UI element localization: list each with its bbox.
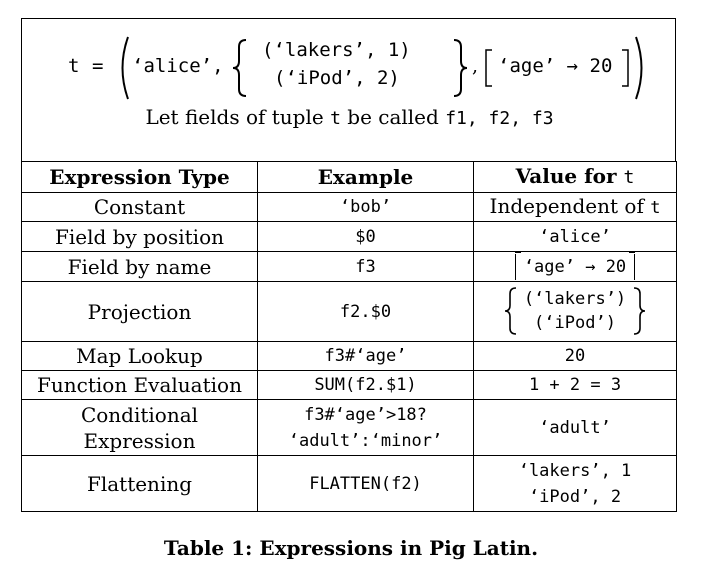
header-value-label: Value for	[516, 164, 624, 188]
bag-item-2: (‘iPod’, 2)	[274, 67, 400, 89]
row-value: ‘adult’	[474, 400, 677, 456]
row-type: Map Lookup	[22, 342, 258, 371]
close-bracket-icon	[620, 49, 630, 87]
close-paren-icon	[634, 35, 648, 101]
table-caption: Table 1: Expressions in Pig Latin.	[0, 536, 702, 560]
row-example: ‘bob’	[258, 193, 474, 222]
table-row: Projection f2.$0 (‘lakers’) (‘iPod’)	[22, 282, 677, 342]
row-value-var: t	[650, 198, 660, 218]
header-expression-type: Expression Type	[22, 162, 258, 193]
row-value: Independent of t	[474, 193, 677, 222]
header-value-var: t	[624, 167, 635, 188]
open-bracket-icon	[484, 49, 494, 87]
row-value-line: ‘iPod’, 2	[529, 487, 621, 507]
tuple-var: t	[68, 55, 79, 77]
tuple-expression: t = ‘alice’, (‘lakers’, 1) (‘iPod’, 2) ,…	[22, 35, 677, 101]
fields-note-fields: f1, f2, f3	[445, 108, 553, 129]
row-value: ‘age’ → 20	[474, 252, 677, 282]
expressions-table: Expression Type Example Value for t Cons…	[21, 161, 677, 512]
close-brace-icon	[452, 39, 468, 97]
map-entry: ‘age’ → 20	[498, 55, 612, 77]
table-row: Constant ‘bob’ Independent of t	[22, 193, 677, 222]
row-example: f2.$0	[258, 282, 474, 342]
row-value: (‘lakers’) (‘iPod’)	[474, 282, 677, 342]
row-type: Field by position	[22, 222, 258, 252]
row-type: Constant	[22, 193, 258, 222]
table-header-row: Expression Type Example Value for t	[22, 162, 677, 193]
row-type: Field by name	[22, 252, 258, 282]
fields-note: Let fields of tuple t be called f1, f2, …	[22, 105, 677, 129]
open-brace-icon	[232, 39, 248, 97]
header-example: Example	[258, 162, 474, 193]
row-example: FLATTEN(f2)	[258, 456, 474, 512]
row-example: $0	[258, 222, 474, 252]
row-example: f3#‘age’>18? ‘adult’:‘minor’	[258, 400, 474, 456]
row-example: SUM(f2.$1)	[258, 371, 474, 400]
row-value-line: ‘lakers’, 1	[519, 461, 632, 481]
row-value: ‘alice’	[474, 222, 677, 252]
table-row: Conditional Expression f3#‘age’>18? ‘adult…	[22, 400, 677, 456]
row-value: 1 + 2 = 3	[474, 371, 677, 400]
row-example: f3	[258, 252, 474, 282]
row-type-line: Expression	[84, 429, 196, 453]
table-row: Field by position $0 ‘alice’	[22, 222, 677, 252]
bag-item-1: (‘lakers’, 1)	[262, 39, 411, 61]
close-brace-icon	[632, 287, 646, 335]
open-paren-icon	[116, 35, 130, 101]
row-example-line: ‘adult’:‘minor’	[289, 431, 443, 451]
table-row: Function Evaluation SUM(f2.$1) 1 + 2 = 3	[22, 371, 677, 400]
row-type-line: Conditional	[81, 403, 198, 427]
bag-item: (‘iPod’)	[534, 313, 616, 333]
bag-item: (‘lakers’)	[524, 289, 626, 309]
tuple-name: ‘alice’,	[132, 55, 224, 77]
fields-note-var: t	[330, 108, 341, 129]
header-value: Value for t	[474, 162, 677, 193]
bag-value: (‘lakers’) (‘iPod’)	[504, 287, 646, 335]
row-type: Projection	[22, 282, 258, 342]
table-row: Map Lookup f3#‘age’ 20	[22, 342, 677, 371]
row-example-line: f3#‘age’>18?	[304, 405, 427, 425]
tuple-comma: ,	[472, 55, 478, 77]
fields-note-middle: be called	[341, 105, 445, 129]
table-row: Field by name f3 ‘age’ → 20	[22, 252, 677, 282]
table-row: Flattening FLATTEN(f2) ‘lakers’, 1 ‘iPod’…	[22, 456, 677, 512]
row-value: 20	[474, 342, 677, 371]
row-type: Flattening	[22, 456, 258, 512]
row-type: Conditional Expression	[22, 400, 258, 456]
row-type: Function Evaluation	[22, 371, 258, 400]
tuple-definition-box: t = ‘alice’, (‘lakers’, 1) (‘iPod’, 2) ,…	[21, 18, 676, 161]
row-value: ‘lakers’, 1 ‘iPod’, 2	[474, 456, 677, 512]
equals-sign: =	[92, 55, 103, 77]
open-brace-icon	[504, 287, 518, 335]
row-value-text: Independent of	[490, 194, 651, 218]
fields-note-prefix: Let fields of tuple	[145, 105, 330, 129]
row-example: f3#‘age’	[258, 342, 474, 371]
map-value: ‘age’ → 20	[515, 254, 635, 280]
